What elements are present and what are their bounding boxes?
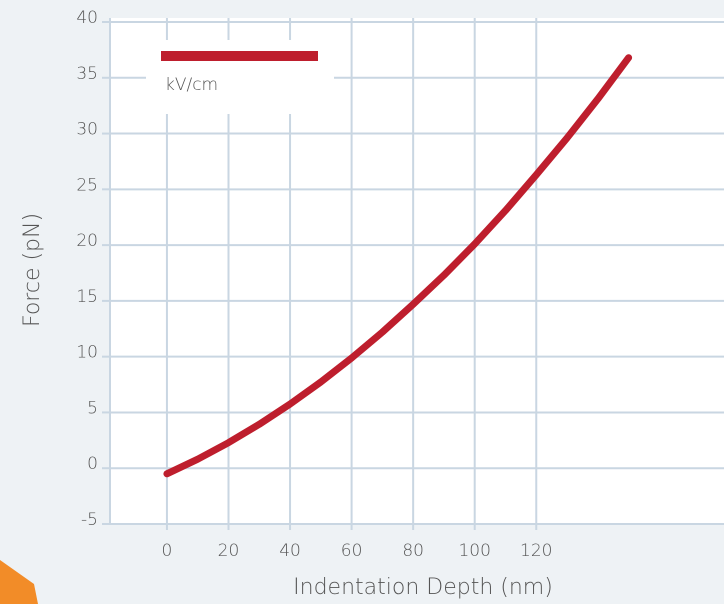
y-tick-label: 0: [87, 454, 98, 474]
x-tick-label: 100: [458, 541, 490, 561]
x-tick-label: 40: [279, 541, 301, 561]
y-tick-label: 15: [76, 287, 98, 307]
grid: [110, 18, 724, 525]
x-tick-label: 120: [520, 541, 552, 561]
x-tick-label: 0: [162, 541, 173, 561]
y-tick-label: 25: [76, 175, 98, 195]
y-axis-label: Force (pN): [20, 213, 45, 327]
y-tick-label: 40: [76, 8, 98, 28]
corner-decoration: [0, 560, 38, 604]
y-tick-label: -5: [81, 510, 98, 530]
data-line: [163, 54, 633, 478]
y-tick-label: 5: [87, 398, 98, 418]
x-tick-label: 60: [341, 541, 363, 561]
y-tick-label: 35: [76, 64, 98, 84]
x-tick-label: 20: [218, 541, 240, 561]
y-tick-label: 30: [76, 120, 98, 140]
x-axis-label: Indentation Depth (nm): [293, 575, 553, 600]
y-tick-label: 10: [76, 343, 98, 363]
y-tick-label: 20: [76, 231, 98, 251]
x-tick-label: 80: [402, 541, 424, 561]
legend-label: kV/cm: [165, 75, 218, 95]
